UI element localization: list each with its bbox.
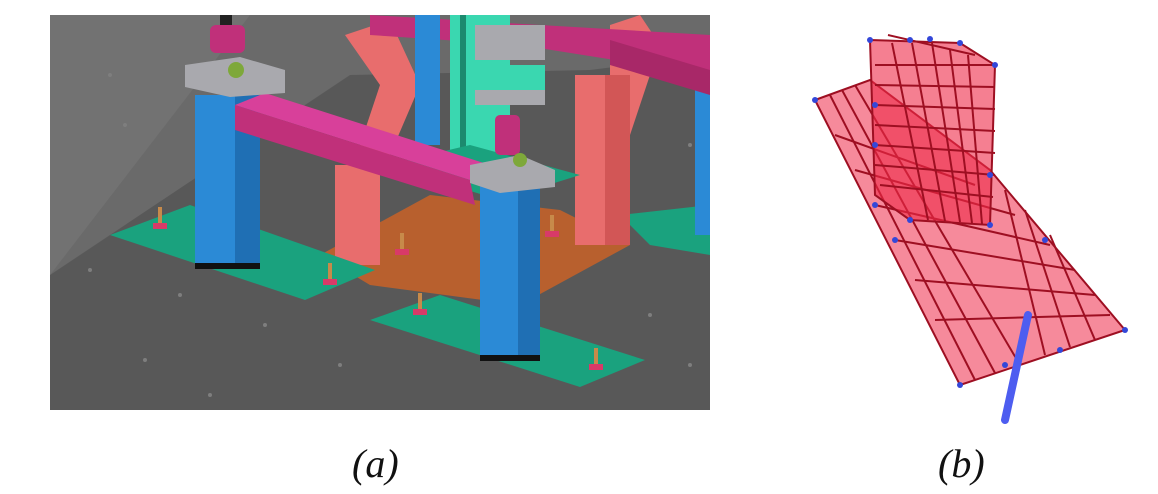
beam-front	[235, 105, 475, 205]
actuator-center	[495, 115, 520, 155]
joint-left	[228, 62, 244, 78]
beam-back-right	[610, 40, 710, 95]
mesh-box-lines	[874, 34, 996, 225]
beam-front-top	[235, 93, 490, 180]
caption-a: (a)	[352, 441, 399, 486]
column-front-side	[518, 185, 540, 360]
column-left-foot	[195, 263, 260, 269]
column-front-foot	[480, 355, 540, 361]
actuator-left	[210, 25, 245, 53]
brace-back-left	[345, 20, 420, 155]
joint-center	[513, 153, 527, 167]
caption-b: (b)	[938, 441, 985, 486]
mesh-nodes	[812, 36, 1128, 388]
cap-plate-front	[470, 155, 555, 193]
i-beam-head-bottom	[475, 90, 545, 105]
column-right-edge	[695, 75, 710, 235]
rod	[1001, 311, 1032, 424]
panel-b-fe-mesh	[800, 25, 1140, 425]
fe-mesh-render	[812, 34, 1128, 424]
i-beam-head-top	[475, 25, 545, 60]
anchor-bolts	[153, 207, 603, 370]
frame-column-left	[335, 165, 380, 265]
panel-a-structural-model	[50, 15, 710, 410]
i-beam-head-web	[475, 65, 545, 90]
teal-block-edge	[460, 15, 466, 155]
base-plate-right	[620, 205, 710, 255]
mesh-box	[868, 38, 997, 227]
structural-model-render	[50, 15, 710, 410]
column-center-back	[415, 15, 440, 145]
frame-column-right-side	[605, 75, 630, 245]
